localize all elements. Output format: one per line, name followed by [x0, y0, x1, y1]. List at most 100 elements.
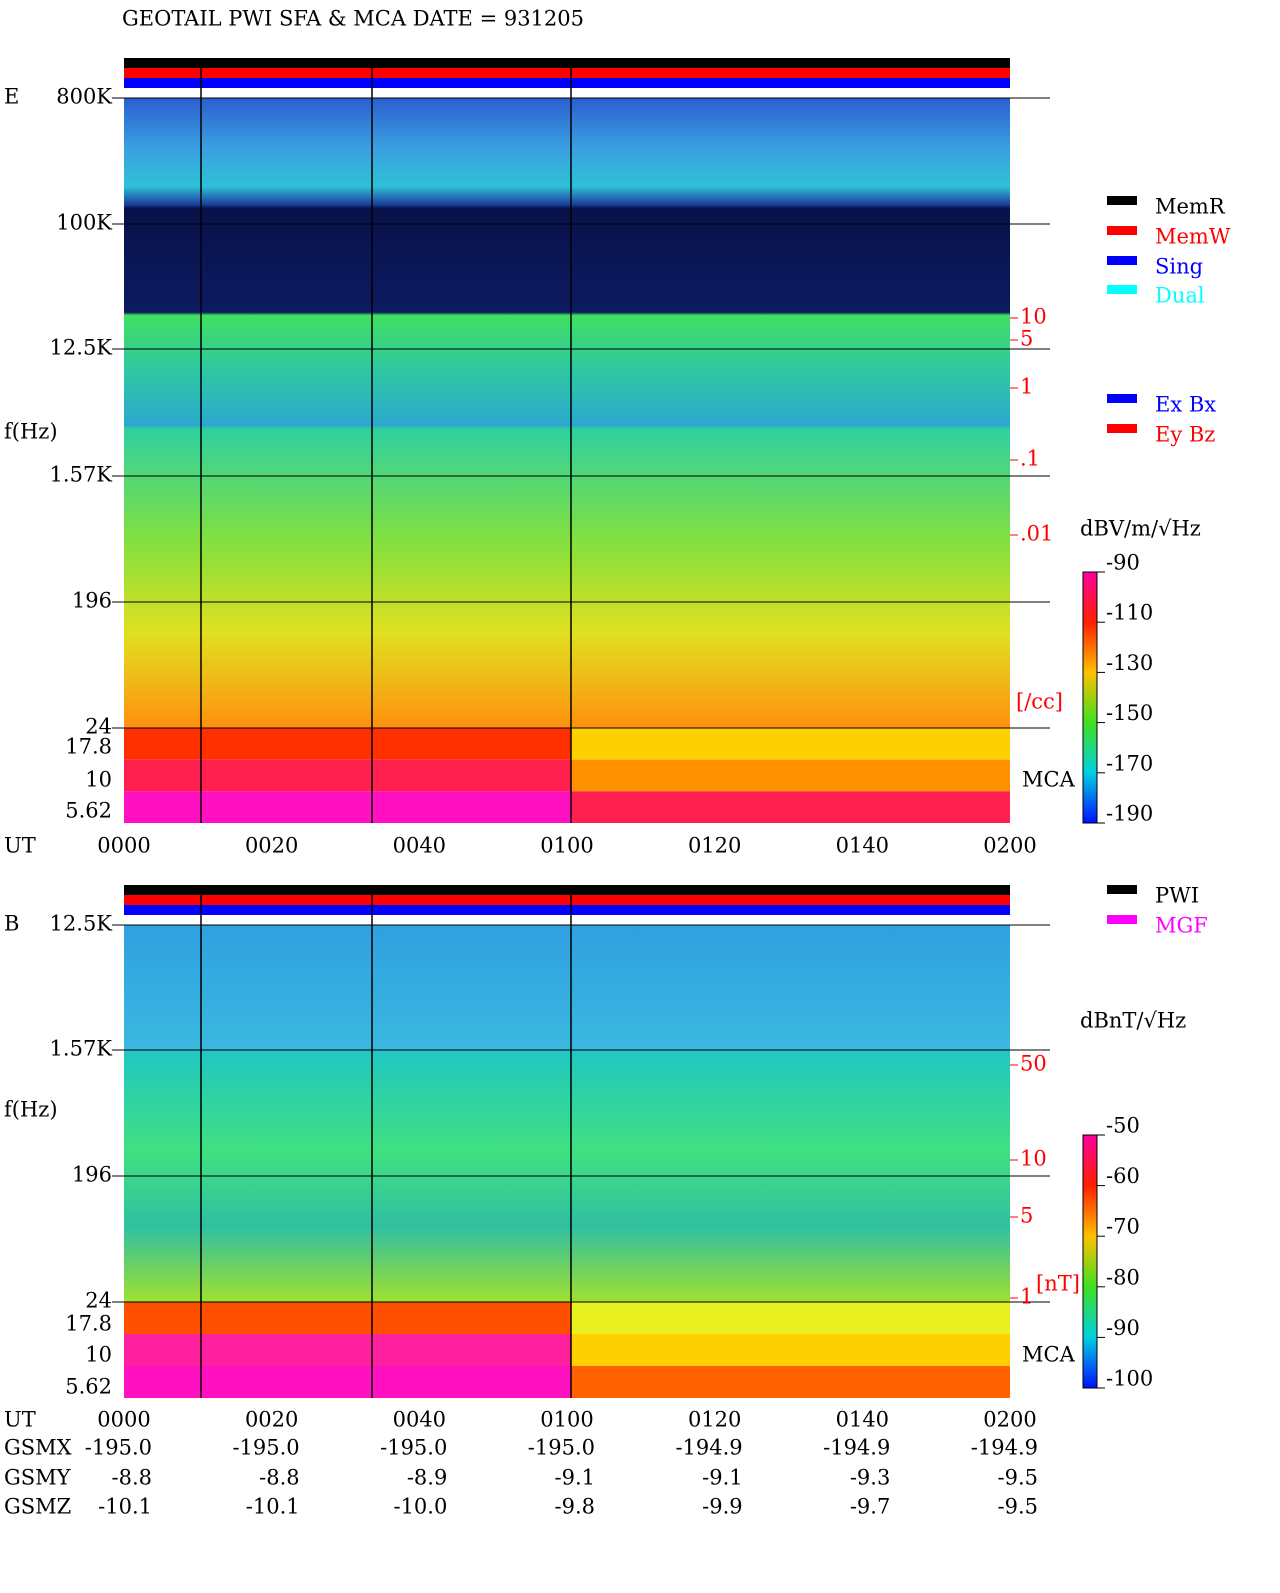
legend-swatch	[1107, 885, 1137, 894]
colorbar-tick-label: -90	[1106, 551, 1140, 575]
colorbar-tick-label: -70	[1106, 1215, 1140, 1239]
orbit-value: -8.9	[407, 1466, 448, 1490]
orbit-value: -195.0	[232, 1436, 299, 1460]
legend-label: Sing	[1155, 255, 1203, 279]
status-bar	[124, 68, 1010, 78]
colorbar	[1082, 571, 1098, 824]
freq-tick-label: 10	[85, 768, 112, 792]
colorbar-tick-label: -50	[1106, 1114, 1140, 1138]
density-tick-label: 50	[1020, 1052, 1047, 1076]
spectrogram	[124, 925, 1010, 1302]
orbit-label: GSMY	[4, 1466, 72, 1490]
freq-tick-label: 24	[85, 715, 112, 739]
colorbar-tick-label: -80	[1106, 1265, 1140, 1289]
time-tick-label: 0100	[540, 1408, 593, 1432]
mca-band	[571, 759, 1010, 792]
freq-tick-label: 5.62	[65, 1375, 112, 1399]
legend-swatch	[1107, 256, 1137, 265]
time-tick-label: 0040	[393, 834, 446, 858]
colorbar-unit: dBnT/√Hz	[1080, 1009, 1186, 1033]
density-tick-label: 10	[1020, 305, 1047, 329]
orbit-value: -9.9	[702, 1495, 743, 1519]
legend-label: MGF	[1155, 914, 1208, 938]
legend-swatch	[1107, 915, 1137, 924]
time-tick-label: 0200	[983, 834, 1036, 858]
mca-band	[124, 759, 571, 792]
freq-tick-label: 1.57K	[50, 1037, 113, 1061]
legend-label: PWI	[1155, 884, 1199, 908]
colorbar-tick-label: -110	[1106, 601, 1153, 625]
orbit-value: -10.0	[393, 1495, 447, 1519]
mca-band	[124, 1366, 571, 1398]
orbit-label: GSMZ	[4, 1495, 71, 1519]
mca-band	[124, 791, 571, 823]
orbit-value: -195.0	[528, 1436, 595, 1460]
legend-label: Ex Bx	[1155, 393, 1216, 417]
legend-swatch	[1107, 424, 1137, 433]
density-tick-label: 1	[1020, 1285, 1033, 1309]
time-tick-label: 0100	[540, 834, 593, 858]
time-tick-label: 0000	[97, 834, 150, 858]
time-tick-label: 0120	[688, 1408, 741, 1432]
freq-tick-label: 5.62	[65, 799, 112, 823]
density-unit: [nT]	[1036, 1272, 1080, 1296]
time-tick-label: 0140	[836, 1408, 889, 1432]
freq-tick-label: 196	[72, 589, 112, 613]
colorbar-tick-label: -150	[1106, 701, 1153, 725]
freq-tick-label: 12.5K	[50, 912, 113, 936]
legend-swatch	[1107, 394, 1137, 403]
colorbar	[1082, 1134, 1098, 1389]
title: GEOTAIL PWI SFA & MCA DATE = 931205	[122, 7, 584, 31]
density-unit: [/cc]	[1016, 690, 1063, 714]
orbit-value: -195.0	[85, 1436, 152, 1460]
status-bar	[124, 905, 1010, 915]
freq-tick-label: 10	[85, 1343, 112, 1367]
time-tick-label: 0020	[245, 834, 298, 858]
legend-swatch	[1107, 285, 1137, 294]
density-tick-label: .01	[1020, 522, 1053, 546]
colorbar-unit: dBV/m/√Hz	[1080, 517, 1201, 541]
orbit-value: -194.9	[823, 1436, 890, 1460]
colorbar-tick-label: -100	[1106, 1367, 1153, 1391]
density-tick-label: 5	[1020, 1204, 1033, 1228]
time-tick-label: 0040	[393, 1408, 446, 1432]
status-bar	[124, 885, 1010, 895]
status-bar	[124, 78, 1010, 88]
status-bar	[124, 895, 1010, 905]
orbit-value: -9.1	[555, 1466, 596, 1490]
orbit-value: -9.5	[998, 1466, 1039, 1490]
colorbar-tick-label: -170	[1106, 751, 1153, 775]
density-tick-label: .1	[1020, 447, 1040, 471]
legend-label: MemR	[1155, 195, 1226, 219]
orbit-value: -195.0	[380, 1436, 447, 1460]
orbit-value: -10.1	[246, 1495, 300, 1519]
freq-tick-label: 800K	[56, 85, 112, 109]
mca-band	[571, 1334, 1010, 1366]
density-tick-label: 10	[1020, 1147, 1047, 1171]
time-tick-label: 0000	[97, 1408, 150, 1432]
orbit-value: -194.9	[971, 1436, 1038, 1460]
mca-band	[124, 1334, 571, 1366]
mca-band	[571, 1366, 1010, 1398]
colorbar-tick-label: -190	[1106, 802, 1153, 826]
orbit-value: -9.3	[850, 1466, 891, 1490]
density-tick-label: 1	[1020, 375, 1033, 399]
time-label: UT	[4, 1408, 36, 1432]
legend-swatch	[1107, 196, 1137, 205]
orbit-value: -9.8	[555, 1495, 596, 1519]
freq-tick-label: 100K	[56, 211, 112, 235]
orbit-value: -9.1	[702, 1466, 743, 1490]
time-tick-label: 0020	[245, 1408, 298, 1432]
spectrogram	[124, 98, 1010, 728]
colorbar-tick-label: -90	[1106, 1316, 1140, 1340]
orbit-value: -194.9	[675, 1436, 742, 1460]
time-tick-label: 0200	[983, 1408, 1036, 1432]
mca-band	[571, 728, 1010, 760]
freq-tick-label: 24	[85, 1289, 112, 1313]
mca-label: MCA	[1022, 768, 1076, 792]
panel-label: B	[4, 912, 19, 936]
time-tick-label: 0120	[688, 834, 741, 858]
legend-label: Ey Bz	[1155, 423, 1215, 447]
orbit-value: -8.8	[112, 1466, 153, 1490]
